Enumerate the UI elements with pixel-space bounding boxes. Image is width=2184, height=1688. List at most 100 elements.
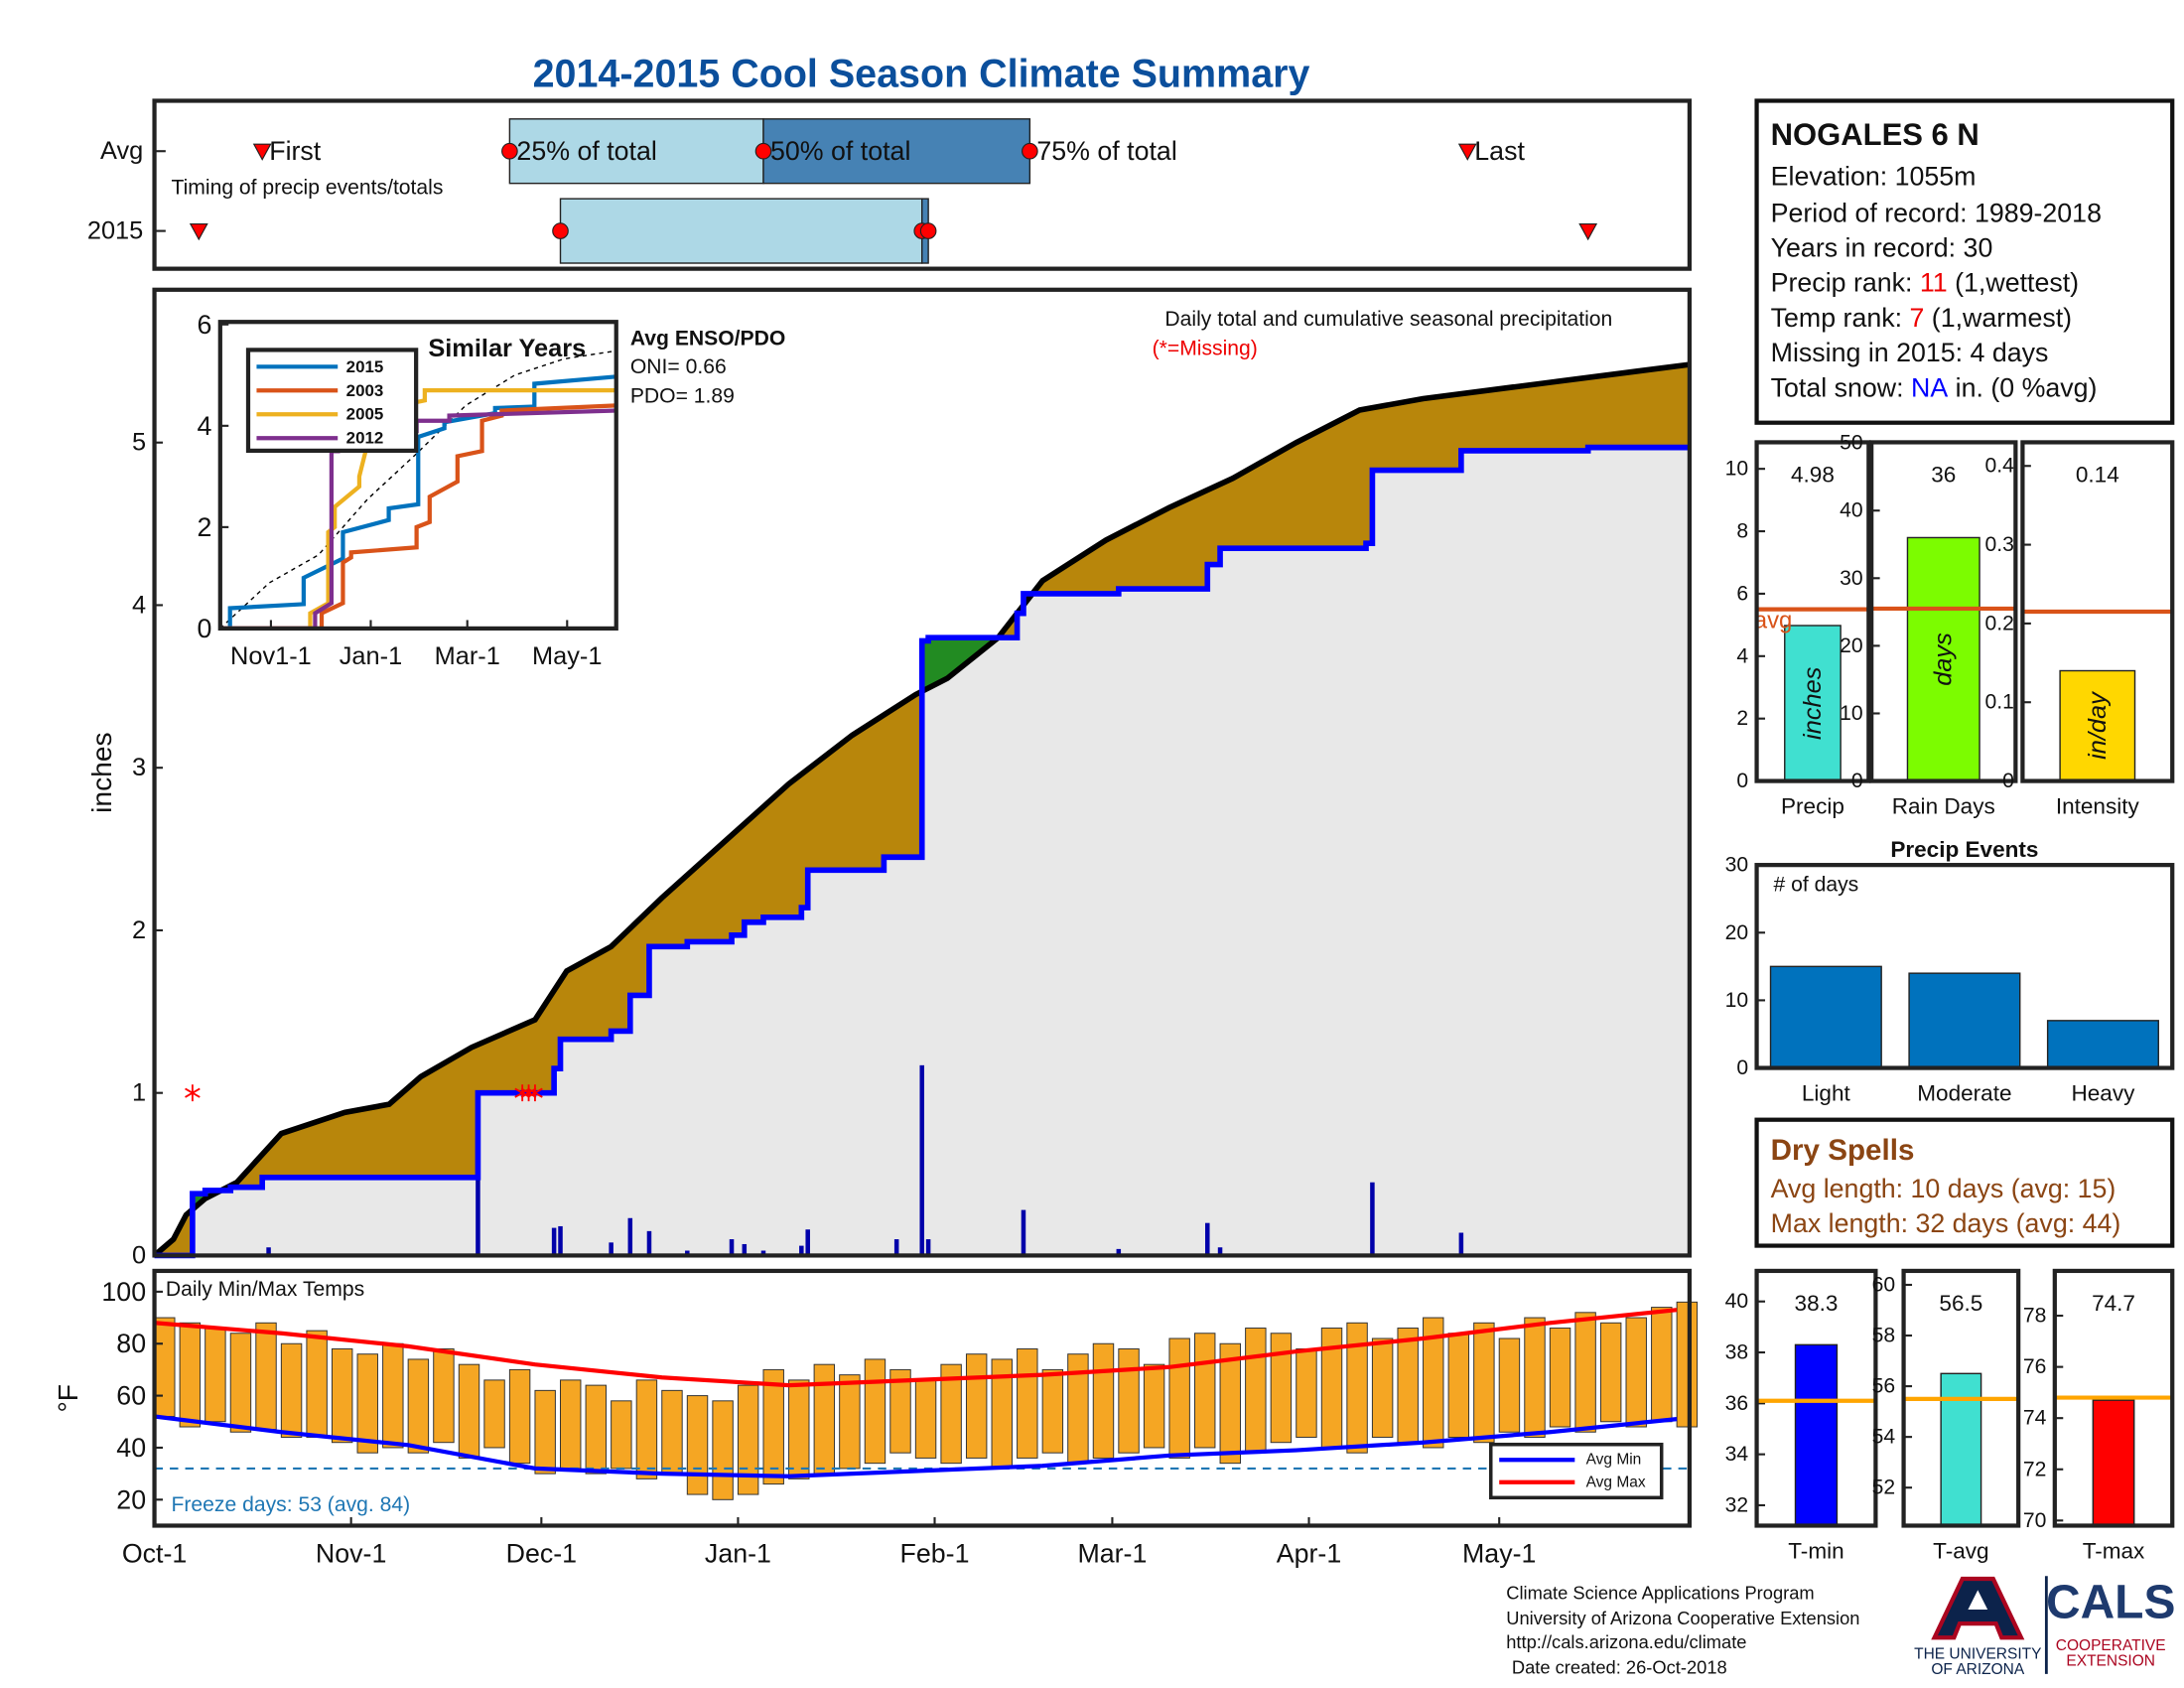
station-line: Period of record: 1989-2018 [1771, 198, 2102, 227]
enso-title: Avg ENSO/PDO [630, 328, 786, 351]
marker-label: 50% of total [770, 136, 910, 166]
x-tick-label: Jan-1 [705, 1539, 771, 1569]
value-label: 36 [1931, 462, 1956, 487]
footer-line: Date created: 26-Oct-2018 [1512, 1656, 1727, 1677]
temp-range-bar [1219, 1342, 1241, 1465]
logos: THE UNIVERSITY OF ARIZONA CALS COOPERATI… [1914, 1576, 2175, 1678]
bar [1794, 1343, 1839, 1527]
value: 11 [1920, 268, 1948, 298]
extension-text: EXTENSION [2066, 1653, 2155, 1670]
temp-range-bar [661, 1389, 683, 1475]
temp-range-bar [788, 1379, 810, 1479]
panel-note: Daily total and cumulative seasonal prec… [1164, 308, 1612, 331]
y-tick-label: 10 [1725, 458, 1748, 481]
y-tick-label: 30 [1840, 567, 1863, 590]
daily-bar [799, 1245, 804, 1256]
temp-range-bar [1371, 1337, 1394, 1438]
quartile-marker [1022, 142, 1038, 160]
first-half-box [508, 118, 764, 185]
enso-line: ONI= 0.66 [630, 355, 727, 378]
station-line: Years in record: 30 [1771, 233, 1993, 263]
temp-range-bar [1574, 1312, 1596, 1433]
y-tick-label: 0 [1851, 770, 1863, 792]
footer: Climate Science Applications Program Uni… [1506, 1583, 1859, 1678]
y-tick-label: 0 [132, 1241, 146, 1269]
daily-bar [1116, 1248, 1122, 1256]
legend-label: Avg Min [1586, 1452, 1642, 1469]
average-line [219, 350, 616, 630]
page-title: 2014-2015 Cool Season Climate Summary [533, 53, 1310, 96]
category-label: Precip [1781, 793, 1844, 818]
panel-frame [2020, 440, 2175, 783]
series-line [219, 374, 616, 632]
footer-line: University of Arizona Cooperative Extens… [1506, 1608, 1859, 1628]
second-half-box [762, 118, 1031, 185]
temp-range-bar [864, 1358, 887, 1465]
daily-bar [1021, 1209, 1026, 1256]
temp-range-bar [1397, 1328, 1419, 1444]
temp-range-bar [255, 1322, 277, 1431]
x-tick-label: May-1 [532, 642, 602, 670]
category-label: T-min [1788, 1538, 1843, 1563]
daily-bar [685, 1250, 690, 1256]
average-temp-line [154, 1308, 1678, 1388]
temp-range-bar [560, 1379, 582, 1470]
ua-logo-inner [1968, 1590, 1988, 1611]
missing-note: (*=Missing) [1153, 337, 1258, 359]
daily-bar [1458, 1232, 1464, 1256]
bar [1769, 965, 1882, 1069]
panel-frame [1754, 1268, 1878, 1528]
panel-frame [1901, 1268, 2021, 1528]
category-label: Heavy [2071, 1080, 2135, 1105]
series-line [152, 361, 1691, 1258]
temp-range-bar [914, 1379, 937, 1459]
daily-bar [925, 1239, 931, 1256]
ua-text: THE UNIVERSITY [1914, 1646, 2041, 1663]
x-tick-label: Apr-1 [1277, 1539, 1341, 1569]
extension-text: COOPERATIVE [2056, 1637, 2166, 1654]
panel-frame [152, 1268, 1693, 1528]
average-label: avg [1754, 607, 1793, 633]
temp-range-bar [965, 1353, 988, 1459]
y-tick-label: 40 [1725, 1290, 1748, 1313]
series-line [219, 403, 616, 632]
event-marker [1457, 143, 1477, 161]
dry-spells-frame [1754, 1117, 2175, 1248]
note: (1,warmest) [1932, 303, 2072, 333]
legend-label: Avg Max [1586, 1474, 1646, 1490]
temp-range-bar [1447, 1333, 1470, 1438]
temp-range-bar [940, 1363, 962, 1465]
y-tick-label: 74 [2023, 1407, 2047, 1430]
temp-range-bar [1423, 1317, 1444, 1449]
y-tick-label: 10 [1725, 989, 1748, 1012]
value-label: 4.98 [1791, 462, 1835, 487]
y-tick-label: 0.3 [1985, 533, 2014, 556]
quartile-marker [501, 142, 518, 160]
category-label: T-avg [1933, 1538, 1988, 1563]
y-axis-label: inches [85, 732, 117, 812]
category-label: Rain Days [1892, 793, 1995, 818]
y-tick-label: 1 [132, 1079, 146, 1107]
enso-line: PDO= 1.89 [630, 384, 735, 407]
total-snow: Total snow: NA in. (0 %avg) [1771, 372, 2098, 402]
station-line: Elevation: 1055m [1771, 162, 1977, 192]
y-tick-label: 4 [197, 411, 211, 441]
daily-bar [646, 1230, 652, 1256]
y-tick-label: 54 [1872, 1426, 1896, 1449]
temp-range-bar [1270, 1333, 1293, 1444]
temp-range-bar [154, 1317, 176, 1418]
temp-range-bar [1549, 1328, 1571, 1428]
inset-title: Similar Years [428, 335, 586, 362]
legend-label: 2005 [346, 405, 384, 424]
temp-range-bar [1092, 1342, 1115, 1459]
missing-marker [520, 1084, 537, 1102]
row-label: 2015 [87, 217, 143, 245]
value-label: 38.3 [1795, 1291, 1839, 1316]
temp-range-bar [839, 1374, 861, 1470]
y-tick-label: 70 [2023, 1509, 2046, 1532]
temp-range-bar [1524, 1317, 1546, 1438]
legend-box [1488, 1442, 1664, 1500]
temp-range-bar [1651, 1307, 1673, 1423]
panel-frame [152, 98, 1693, 271]
temp-range-bar [1143, 1363, 1165, 1449]
